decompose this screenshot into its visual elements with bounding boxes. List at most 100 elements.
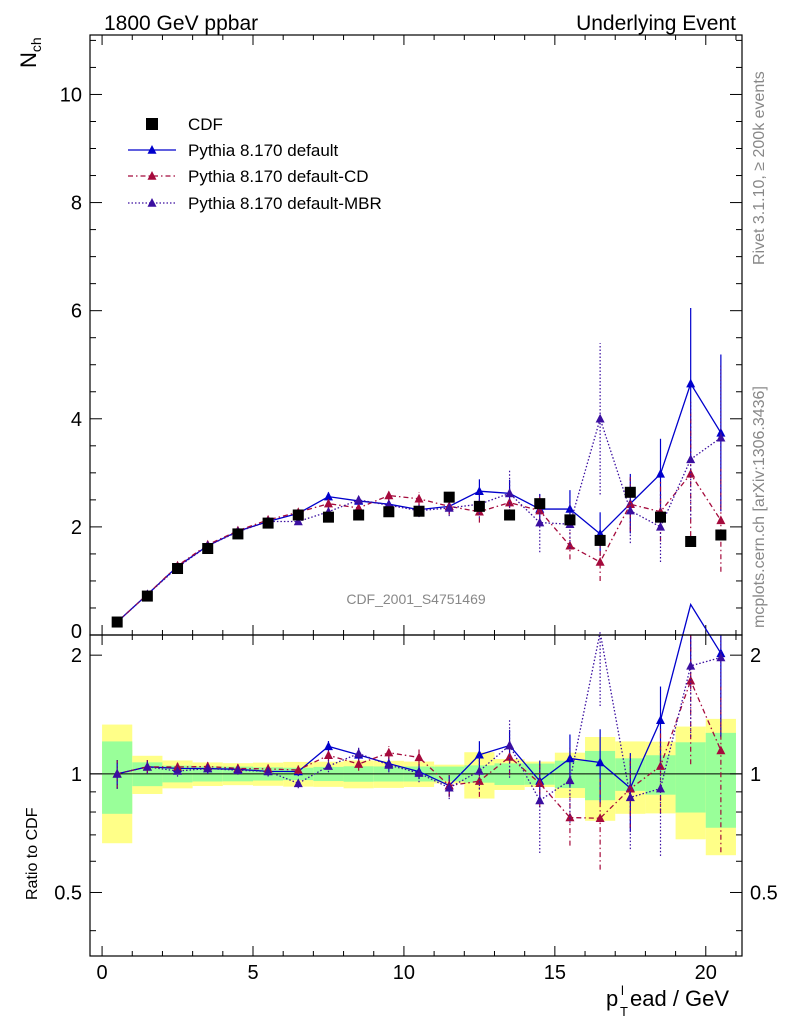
svg-text:Nch: Nch	[16, 37, 44, 68]
data-point	[504, 509, 516, 521]
data-point	[353, 509, 365, 521]
xlabel-sub: T	[620, 1004, 628, 1019]
ratio-ylabel: Ratio to CDF	[24, 807, 41, 900]
data-point	[595, 557, 605, 566]
data-point	[505, 497, 515, 507]
xlabel-rest: ead / GeV	[630, 986, 729, 1011]
legend-label: Pythia 8.170 default	[188, 141, 339, 160]
ratio-tick-label: 2	[71, 645, 82, 667]
data-point	[715, 529, 727, 541]
data-point	[474, 486, 484, 495]
data-point	[686, 378, 696, 388]
data-point	[716, 432, 726, 442]
data-point	[322, 511, 334, 523]
ratio-point	[323, 761, 333, 770]
data-point	[111, 616, 123, 628]
ratio-point	[565, 812, 575, 822]
ratio-point	[233, 765, 243, 774]
ratio-band-inner	[675, 742, 706, 813]
ratio-point	[323, 750, 333, 759]
legend: CDF Pythia 8.170 default Pythia 8.170 defa…	[128, 115, 382, 213]
main-ylabel: N	[16, 52, 41, 68]
ratio-point	[474, 776, 484, 785]
ratio-point	[716, 652, 726, 662]
ratio-plot-frame	[89, 634, 743, 957]
ratio-point	[716, 745, 726, 755]
ratio-point	[535, 795, 545, 805]
data-point	[141, 590, 153, 602]
x-tick-label: 5	[247, 962, 258, 984]
data-point	[656, 468, 665, 478]
legend-item-default: Pythia 8.170 default	[128, 141, 339, 160]
ratio-point	[595, 757, 605, 767]
x-tick-label: 0	[97, 962, 108, 984]
ratio-point	[203, 763, 213, 773]
data-point	[716, 515, 726, 525]
data-point	[383, 506, 395, 518]
data-point	[414, 493, 424, 503]
data-point	[293, 516, 303, 526]
data-point	[686, 454, 696, 464]
legend-item-data: CDF	[146, 115, 223, 134]
ratio-tick-label-right: 0.5	[750, 882, 778, 904]
data-point	[262, 517, 274, 529]
data-point	[624, 486, 636, 498]
data-point	[565, 540, 575, 550]
ratio-point	[293, 778, 303, 788]
x-axis-title: p l T ead / GeV	[606, 983, 729, 1019]
data-point	[232, 528, 244, 540]
data-point	[565, 504, 575, 513]
rivet-label: Rivet 3.1.10, ≥ 200k events	[751, 71, 768, 265]
ratio-point	[354, 748, 364, 758]
ratio-point	[112, 768, 122, 778]
y-tick-label: 8	[71, 193, 82, 215]
legend-label: Pythia 8.170 default-MBR	[188, 194, 382, 213]
data-point	[172, 563, 184, 575]
data-point	[594, 534, 606, 546]
data-point	[655, 511, 666, 523]
ratio-point	[625, 792, 635, 802]
data-point	[443, 491, 455, 503]
header-left: 1800 GeV ppbar	[104, 12, 258, 35]
ratio-point	[323, 741, 333, 751]
ratio-point	[263, 766, 273, 776]
ratio-point	[444, 782, 454, 792]
x-tick-label: 15	[544, 962, 566, 984]
axes-ticks: 0 5 10 15 20 2 4 6 8 10 0 0.5 0.5 1 1 2 2	[54, 35, 778, 984]
legend-item-cd: Pythia 8.170 default-CD	[128, 167, 369, 186]
ratio-point	[686, 660, 696, 670]
ratio-point	[595, 813, 605, 822]
ratio-point	[354, 759, 364, 768]
data-point	[413, 505, 425, 517]
ratio-point	[414, 752, 424, 762]
data-point	[202, 543, 214, 555]
ratio-point	[384, 747, 394, 757]
ratio-point	[625, 783, 635, 793]
ratio-point	[414, 768, 424, 777]
ratio-point	[474, 765, 484, 775]
main-ylabel-sub: ch	[28, 37, 44, 52]
ratio-tick-label-right: 1	[750, 764, 761, 786]
data-point	[292, 509, 304, 521]
ratio-point	[656, 783, 665, 793]
ratio-line	[117, 678, 722, 819]
ratio-point	[656, 761, 665, 770]
legend-marker	[147, 145, 157, 154]
ratio-point	[142, 761, 152, 771]
main-y-axis-title: Nch	[16, 37, 44, 68]
data-point	[473, 500, 485, 512]
ratio-tick-label: 0.5	[54, 882, 82, 904]
xlabel-sup: l	[621, 983, 624, 998]
ratio-point	[505, 740, 515, 750]
header-right: Underlying Event	[576, 12, 736, 35]
data-point	[564, 514, 576, 526]
data-point	[354, 494, 364, 504]
ratio-tick-label-right: 2	[750, 645, 761, 667]
ratio-point	[656, 715, 665, 725]
data-point	[323, 498, 333, 508]
y-tick-label: 10	[60, 84, 82, 106]
xlabel-p: p	[606, 986, 618, 1011]
x-tick-label: 10	[393, 962, 415, 984]
data-point	[384, 490, 394, 500]
